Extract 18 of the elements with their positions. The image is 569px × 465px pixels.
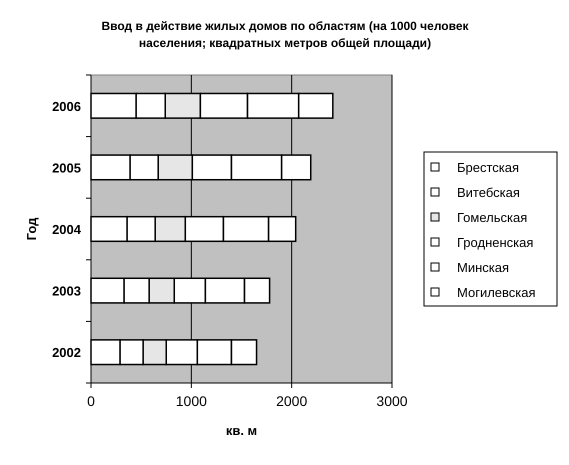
y-tick-label: 2002 (52, 345, 81, 360)
legend-label: Гомельская (457, 210, 528, 225)
chart-title: Ввод в действие жилых домов по областям (на 1000 человек населения; квадратных метров общей площади) (101, 19, 470, 50)
y-axis-title: Год (24, 216, 39, 240)
x-tick-label: 2000 (276, 393, 308, 409)
legend-label: Гродненская (457, 235, 534, 250)
legend-label: Брестская (457, 160, 520, 175)
y-tick-label: 2004 (52, 222, 82, 237)
y-tick-label: 2005 (52, 160, 81, 176)
x-tick-label: 3000 (376, 393, 408, 409)
legend-label: Минская (457, 260, 510, 275)
x-tick-label: 1000 (176, 393, 208, 409)
x-axis-title: кв. м (226, 423, 258, 438)
legend-label: Могилевская (457, 285, 536, 300)
y-tick-label: 2003 (52, 284, 81, 299)
y-tick-label: 2006 (52, 98, 81, 114)
legend-label: Витебская (457, 185, 520, 200)
x-tick-label: 0 (87, 393, 96, 409)
